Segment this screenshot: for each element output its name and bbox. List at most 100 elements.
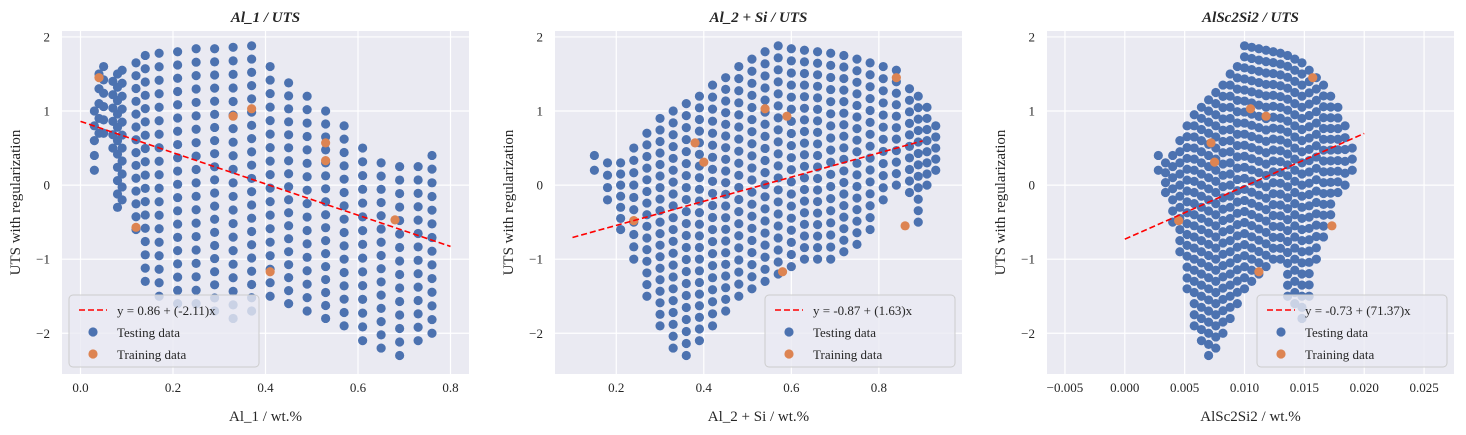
testing-point: [173, 192, 183, 203]
testing-point: [1333, 177, 1343, 187]
testing-point: [376, 250, 386, 261]
testing-point: [1304, 122, 1314, 132]
testing-point: [376, 277, 386, 287]
testing-point: [760, 276, 770, 286]
testing-point: [228, 42, 238, 52]
testing-point: [1254, 123, 1264, 133]
testing-point: [154, 264, 164, 274]
testing-point: [1189, 221, 1199, 231]
testing-point: [265, 197, 275, 207]
testing-point: [131, 148, 141, 158]
testing-point: [852, 124, 862, 134]
testing-point: [1225, 147, 1235, 157]
testing-point: [826, 242, 836, 252]
testing-point: [747, 272, 757, 282]
testing-point: [913, 91, 923, 101]
testing-point: [1311, 186, 1321, 196]
testing-point: [760, 47, 770, 57]
testing-point: [117, 104, 127, 114]
testing-point: [1268, 90, 1278, 101]
testing-point: [694, 254, 705, 264]
testing-point: [339, 307, 349, 318]
testing-point: [339, 201, 349, 211]
x-tick-label: 0.020: [1350, 380, 1379, 395]
testing-point: [358, 294, 368, 304]
testing-point: [1254, 100, 1264, 110]
testing-point: [694, 219, 705, 229]
testing-point: [427, 205, 437, 215]
testing-point: [642, 291, 652, 301]
testing-point: [1196, 158, 1207, 168]
testing-point: [931, 132, 941, 142]
testing-point: [616, 180, 626, 190]
testing-point: [734, 158, 744, 168]
testing-point: [891, 169, 901, 179]
testing-point: [786, 128, 796, 139]
testing-point: [1268, 79, 1278, 90]
testing-point: [734, 170, 744, 180]
testing-point: [321, 249, 331, 259]
testing-point: [1275, 113, 1286, 123]
training-point: [900, 221, 910, 231]
testing-point: [1239, 63, 1250, 73]
testing-point: [376, 264, 386, 274]
testing-point: [707, 116, 718, 126]
testing-point: [747, 235, 757, 246]
testing-point: [721, 213, 731, 223]
testing-point: [734, 98, 744, 108]
testing-point: [642, 186, 652, 197]
testing-point: [1290, 132, 1300, 142]
testing-point: [668, 296, 678, 306]
testing-point: [773, 185, 783, 195]
testing-point: [1196, 213, 1207, 224]
testing-point: [865, 117, 875, 127]
testing-point: [799, 57, 810, 67]
testing-point: [339, 147, 349, 158]
testing-point: [826, 133, 836, 143]
testing-point: [1275, 157, 1286, 167]
testing-point: [1239, 251, 1250, 261]
testing-point: [228, 259, 238, 269]
testing-point: [265, 129, 275, 139]
testing-point: [878, 98, 888, 108]
testing-point: [173, 166, 183, 176]
testing-point: [913, 103, 923, 113]
testing-point: [913, 160, 923, 170]
testing-point: [210, 240, 220, 251]
testing-point: [1218, 91, 1228, 101]
testing-point: [1283, 149, 1293, 159]
y-tick-label: −2: [36, 326, 50, 341]
testing-point: [668, 141, 678, 152]
chart-panel-al2-si: 0.2 0.4 0.6 0.8 −2 −1 0 1 2 Al_2 + Si / UTS Al_2 +…: [501, 10, 962, 425]
testing-point: [629, 155, 639, 165]
testing-point: [1225, 136, 1235, 146]
testing-point: [707, 273, 718, 283]
testing-point: [395, 350, 405, 361]
testing-point: [694, 277, 705, 288]
testing-point: [1168, 195, 1178, 205]
testing-point: [1318, 178, 1329, 188]
testing-point: [427, 260, 437, 270]
testing-point: [734, 110, 744, 120]
testing-point: [655, 321, 665, 331]
testing-point: [799, 254, 810, 264]
testing-point: [1297, 213, 1307, 224]
testing-point: [1304, 133, 1314, 143]
testing-point: [1268, 112, 1278, 122]
testing-point: [694, 242, 705, 253]
testing-point: [1290, 232, 1300, 242]
training-point: [782, 111, 792, 121]
testing-point: [799, 138, 810, 148]
testing-point: [1232, 253, 1242, 264]
testing-point: [747, 260, 757, 270]
testing-point: [154, 278, 164, 288]
testing-point: [878, 110, 888, 120]
testing-point: [1290, 176, 1300, 186]
testing-point: [707, 104, 718, 114]
testing-point: [1196, 147, 1207, 157]
testing-point: [1175, 202, 1185, 212]
testing-point: [839, 131, 849, 141]
testing-point: [1196, 224, 1207, 235]
testing-point: [210, 57, 220, 67]
testing-point: [799, 196, 810, 206]
